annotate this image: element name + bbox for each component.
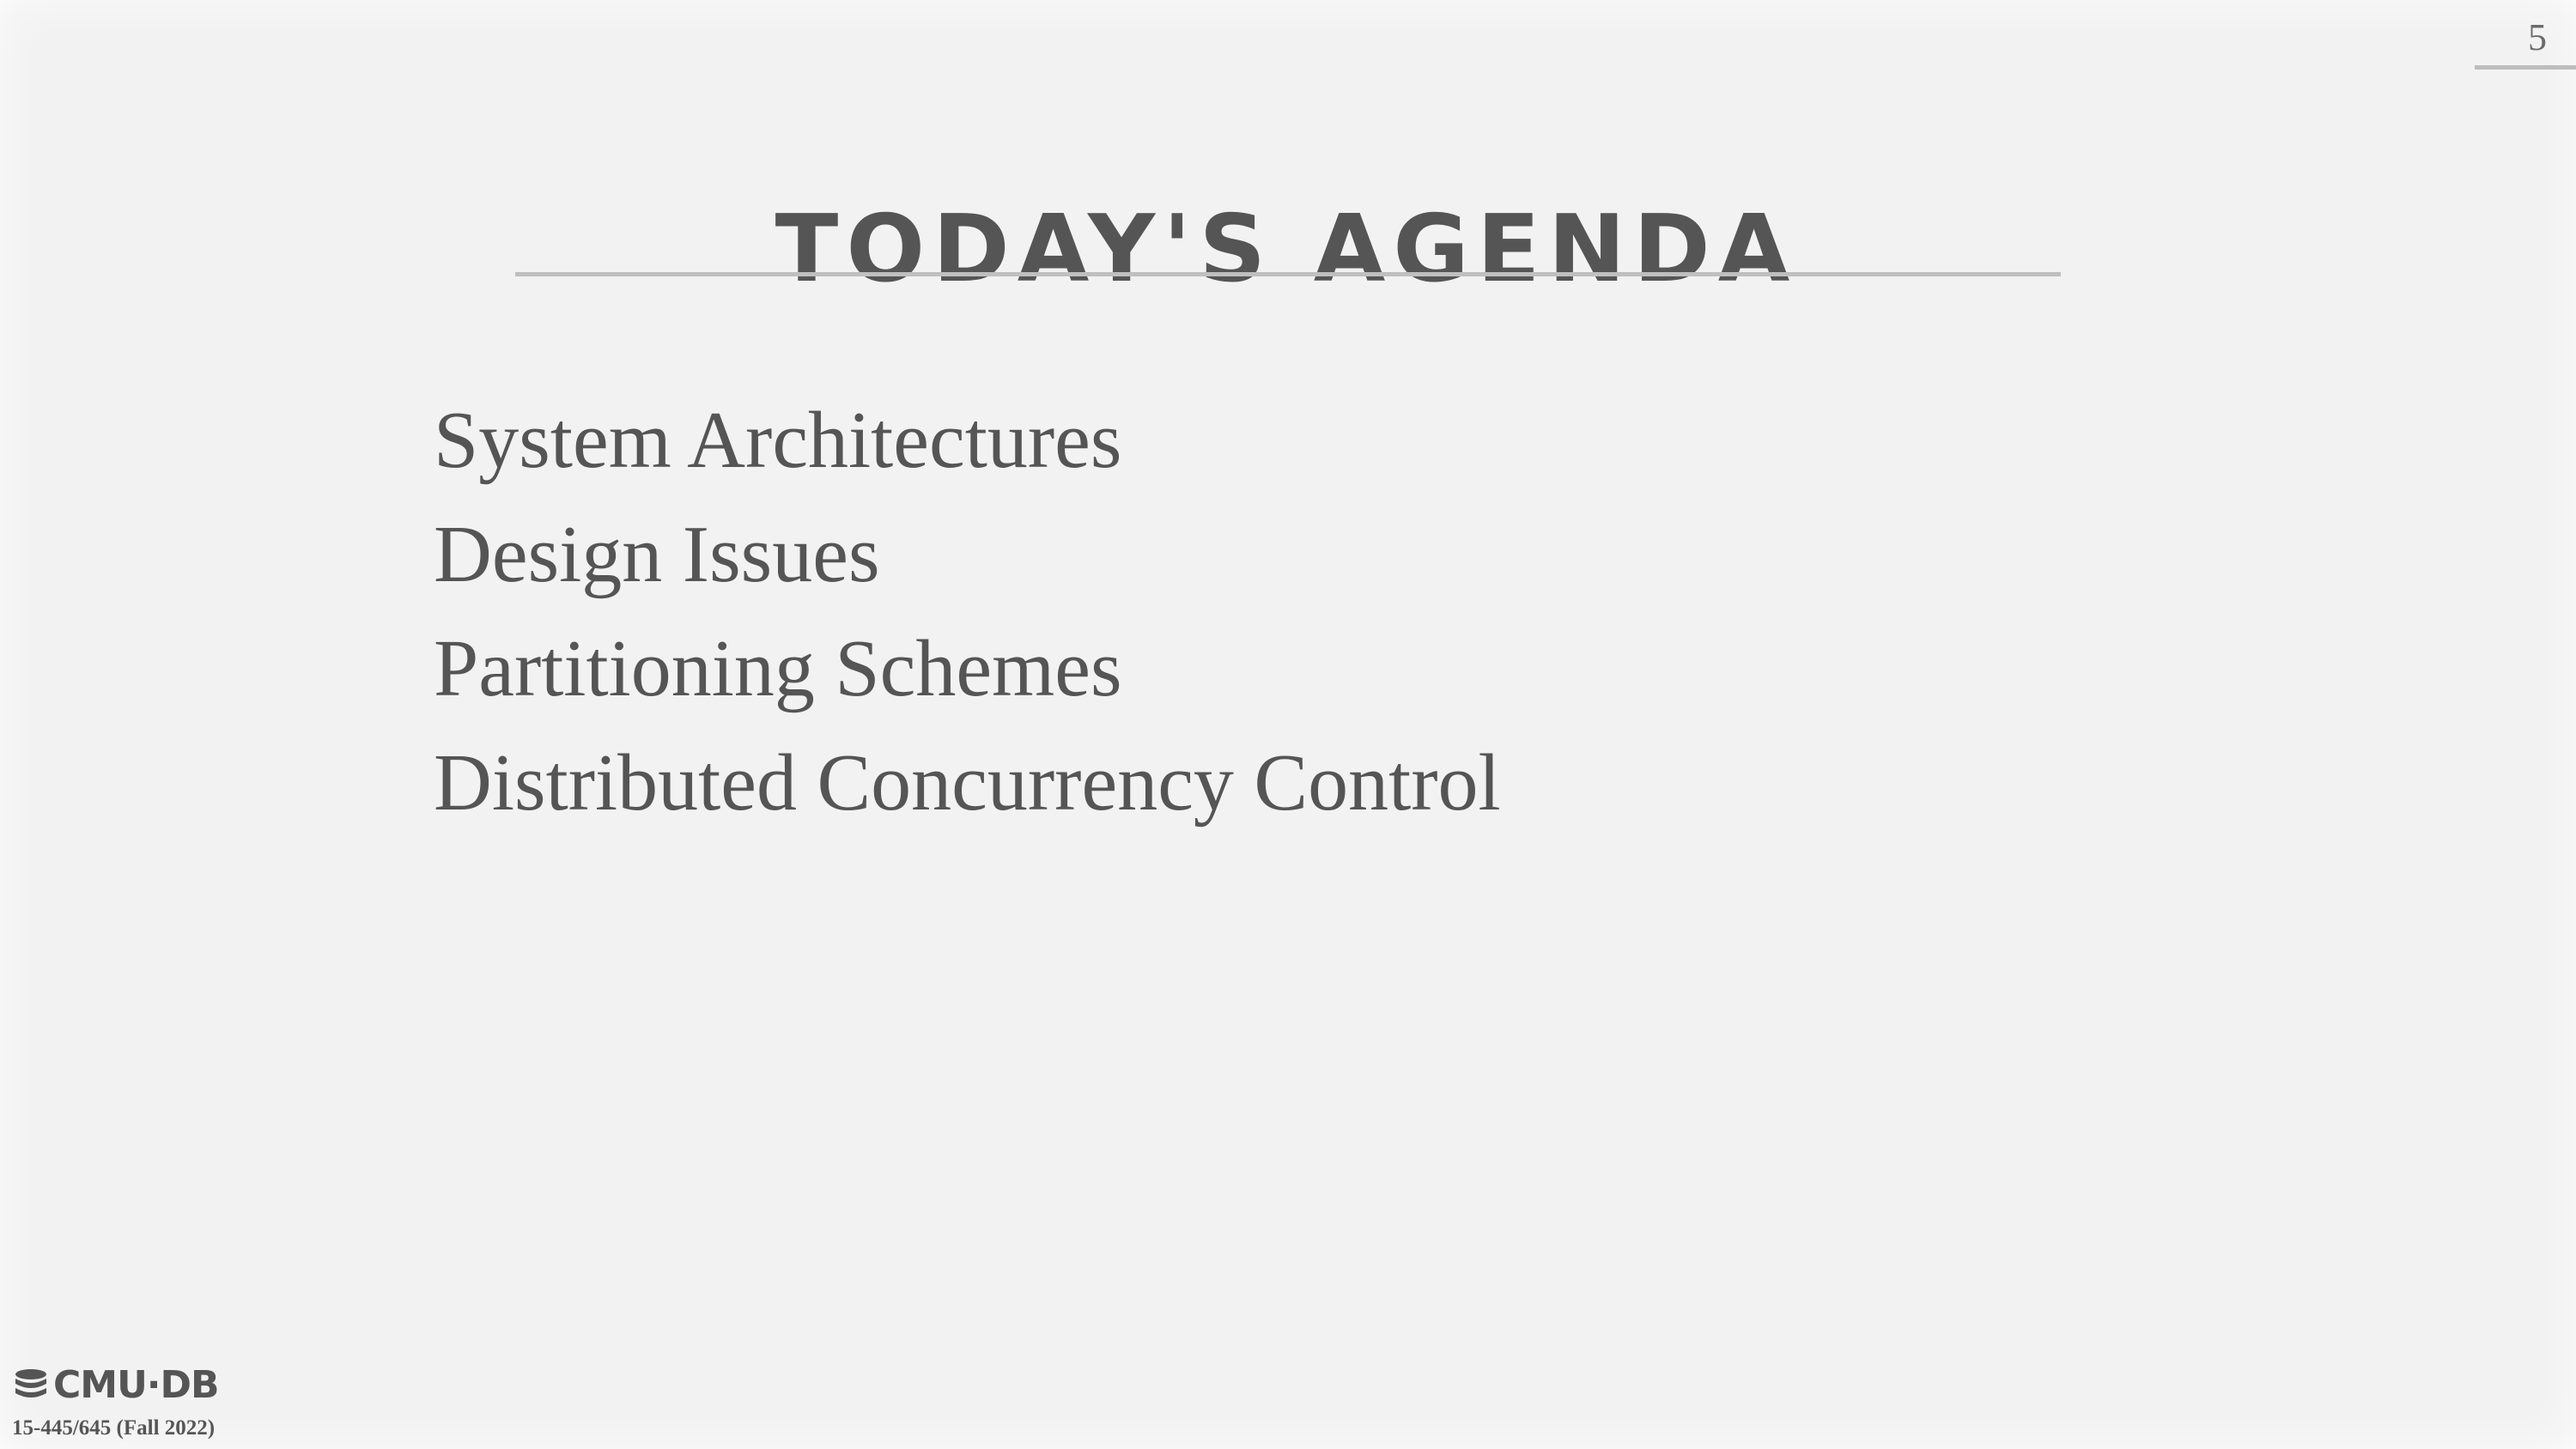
page-number-divider — [2475, 65, 2576, 70]
agenda-item: Design Issues — [434, 510, 880, 599]
course-label: 15-445/645 (Fall 2022) — [12, 1416, 216, 1440]
page-number: 5 — [2528, 16, 2547, 58]
slide-panel — [34, 34, 2542, 1415]
agenda-item: Partitioning Schemes — [434, 624, 1122, 713]
agenda-item: System Architectures — [434, 396, 1122, 485]
cmu-db-logo: CMU·DB — [12, 1363, 220, 1407]
agenda-list: System Architectures Design Issues Parti… — [434, 384, 1501, 840]
slide-title: TODAY'S AGENDA — [775, 196, 1798, 304]
title-divider — [515, 272, 2061, 276]
agenda-item: Distributed Concurrency Control — [434, 738, 1501, 828]
database-icon — [15, 1368, 46, 1397]
logo-text: CMU·DB — [53, 1363, 220, 1407]
